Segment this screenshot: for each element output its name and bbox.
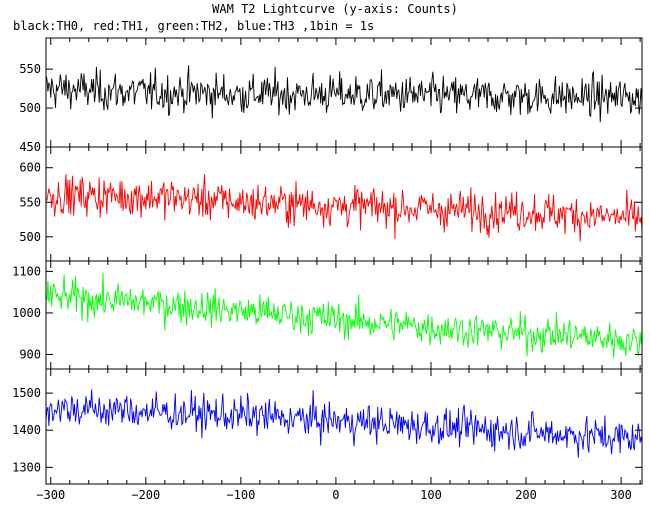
lightcurve-th2 bbox=[46, 272, 642, 358]
y-tick-label: 600 bbox=[19, 161, 41, 175]
x-tick-label: −200 bbox=[131, 488, 160, 502]
x-tick-label: −300 bbox=[36, 488, 65, 502]
y-tick-label: 550 bbox=[19, 195, 41, 209]
y-tick-label: 1300 bbox=[12, 460, 41, 474]
y-tick-label: 500 bbox=[19, 101, 41, 115]
y-tick-label: 1100 bbox=[12, 264, 41, 278]
panels-group: 4505005505005506009001000110013001400150… bbox=[12, 37, 643, 502]
y-tick-label: 1000 bbox=[12, 306, 41, 320]
x-tick-label: 100 bbox=[420, 488, 442, 502]
x-tick-label: −100 bbox=[226, 488, 255, 502]
y-tick-label: 500 bbox=[19, 230, 41, 244]
chart-subtitle: black:TH0, red:TH1, green:TH2, blue:TH3 … bbox=[13, 19, 374, 33]
x-tick-label: 300 bbox=[610, 488, 632, 502]
y-tick-label: 1500 bbox=[12, 386, 41, 400]
y-tick-label: 450 bbox=[19, 140, 41, 154]
lightcurve-th3 bbox=[46, 389, 642, 458]
y-tick-label: 1400 bbox=[12, 423, 41, 437]
chart-title: WAM T2 Lightcurve (y-axis: Counts) bbox=[212, 2, 458, 16]
x-tick-label: 200 bbox=[515, 488, 537, 502]
lightcurve-th1 bbox=[46, 174, 642, 242]
panel-frame-th3 bbox=[45, 368, 643, 485]
x-tick-label: 0 bbox=[332, 488, 339, 502]
y-tick-label: 900 bbox=[19, 347, 41, 361]
lightcurve-th0 bbox=[46, 65, 642, 123]
y-tick-label: 550 bbox=[19, 62, 41, 76]
